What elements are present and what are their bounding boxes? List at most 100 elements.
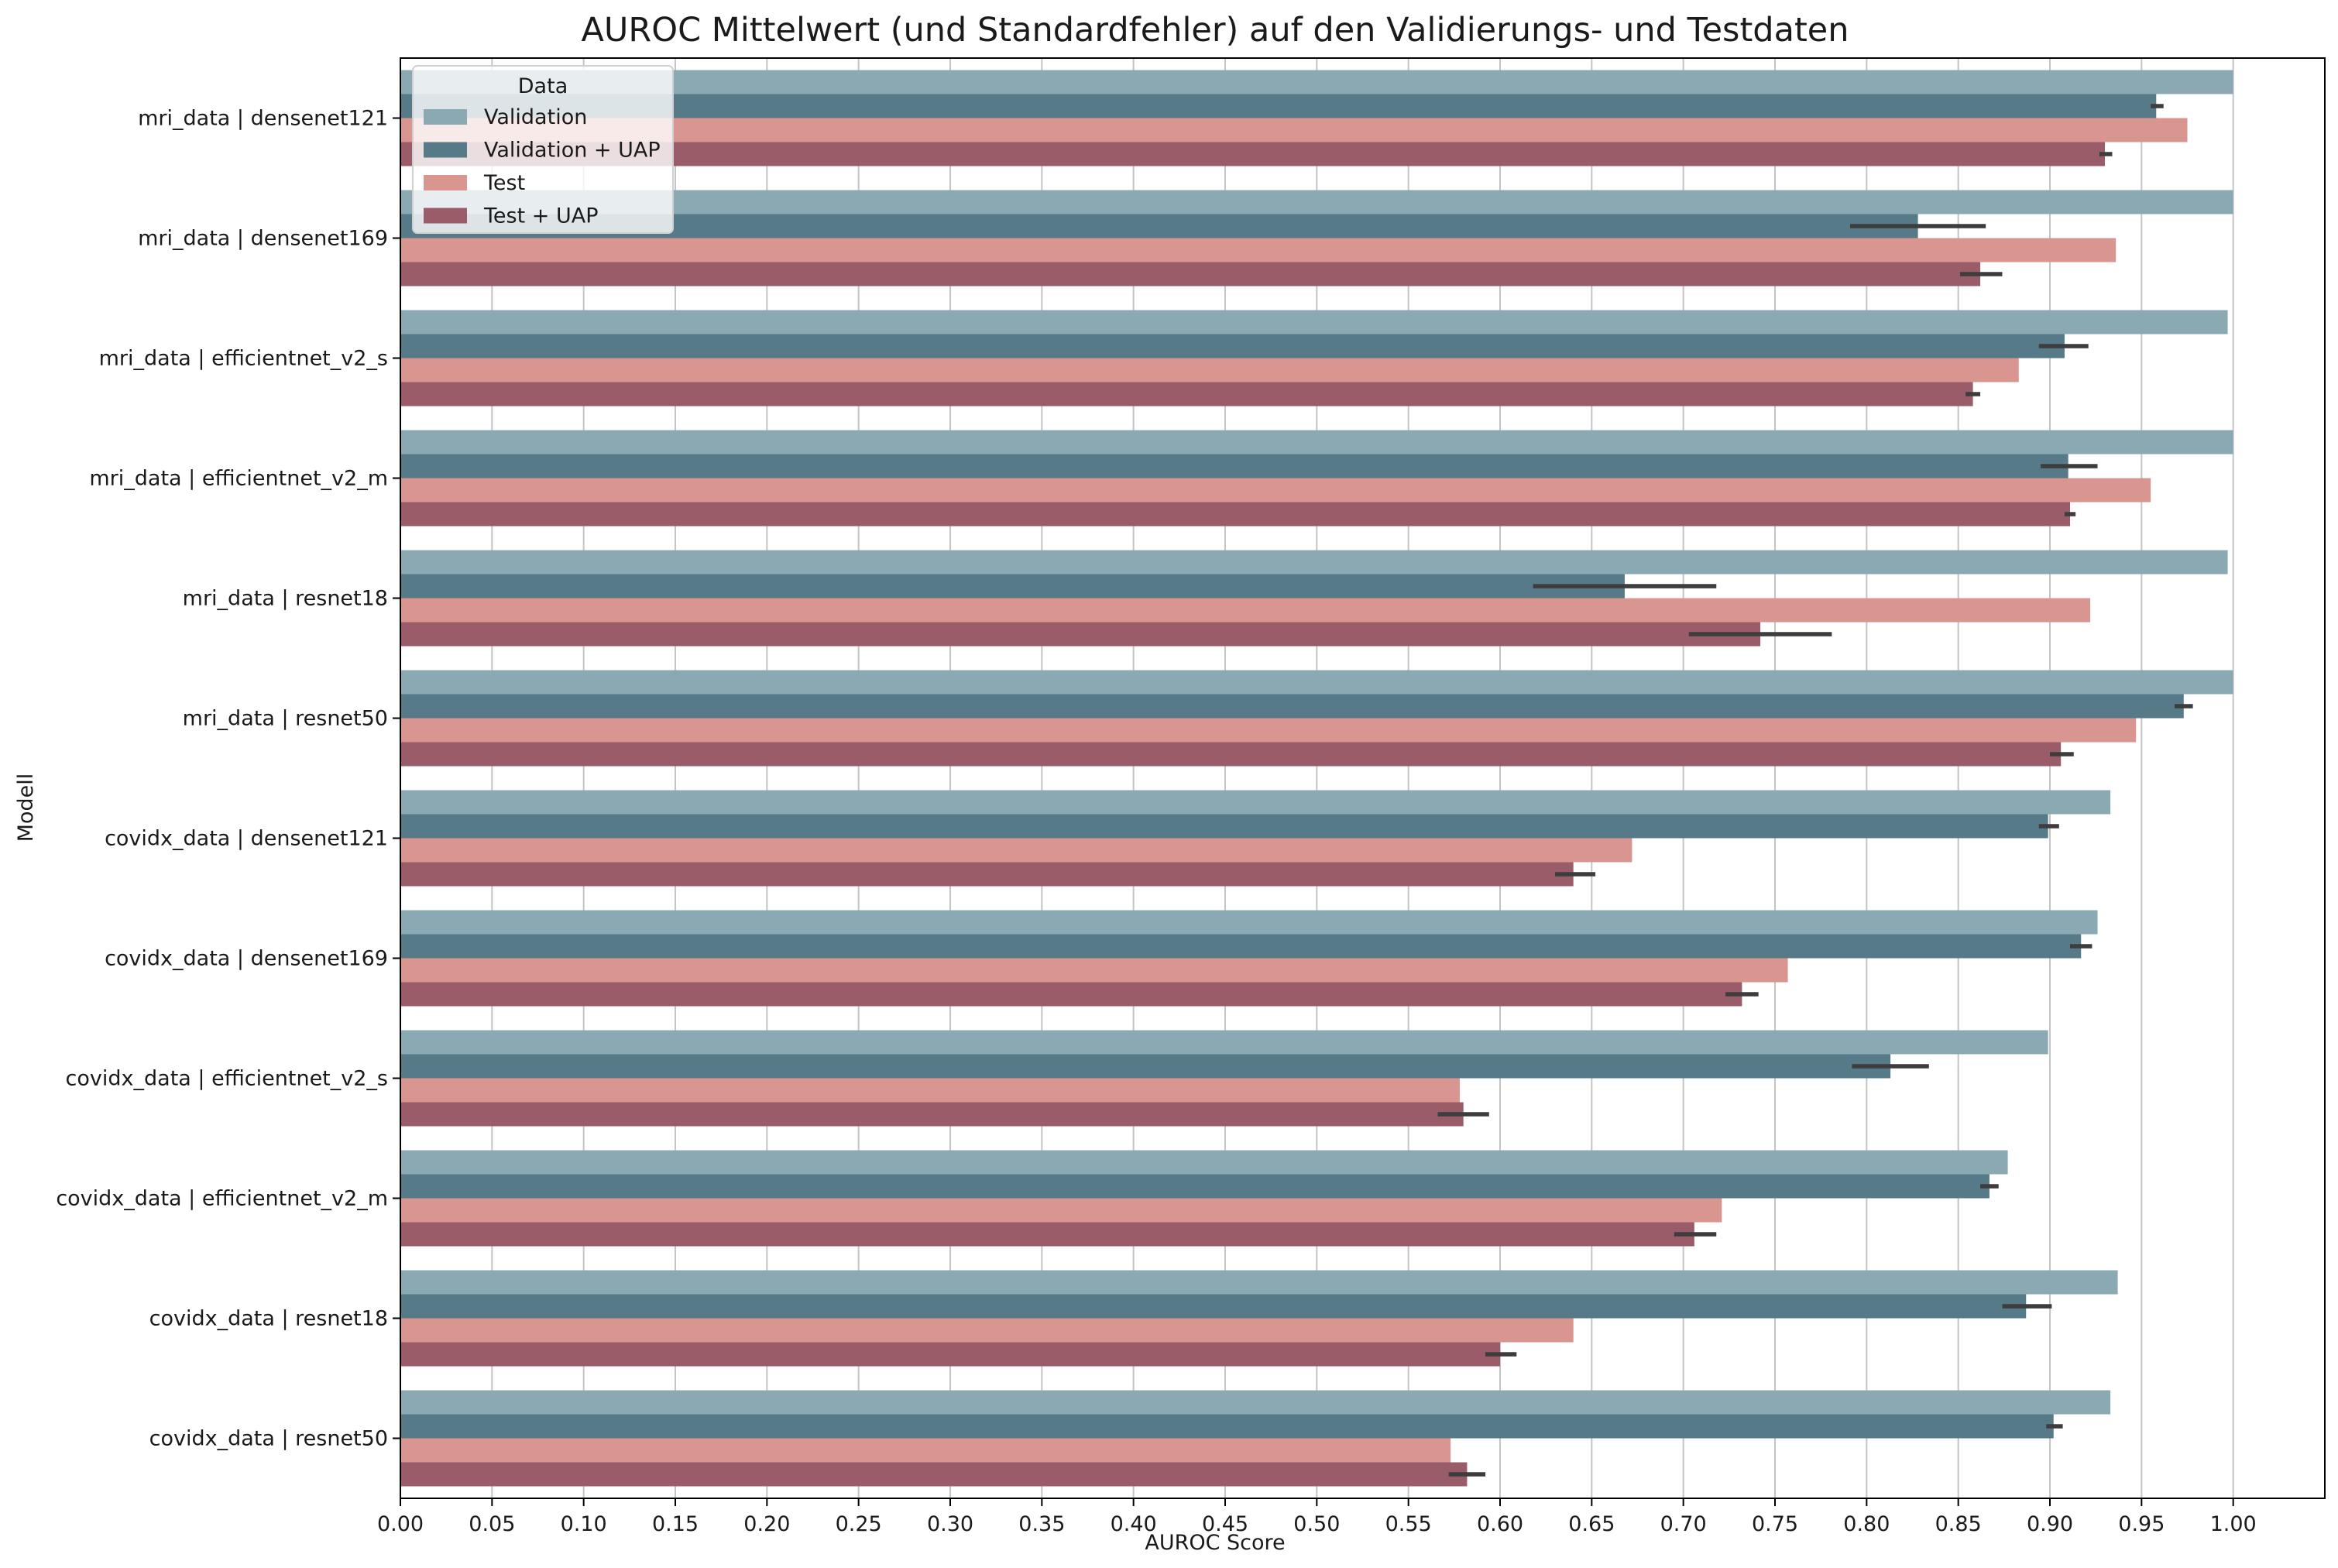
bar-4-1	[400, 574, 1625, 599]
x-tick-label-6: 0.30	[927, 1512, 973, 1536]
legend-label-2: Test	[483, 171, 525, 195]
bar-11-2	[400, 1438, 1451, 1463]
bar-9-1	[400, 1174, 1990, 1199]
x-tick-label-13: 0.65	[1568, 1512, 1615, 1536]
x-tick-label-5: 0.25	[836, 1512, 882, 1536]
legend-swatch-0	[424, 109, 467, 125]
x-tick-label-14: 0.70	[1660, 1512, 1707, 1536]
bar-5-0	[400, 670, 2233, 695]
y-tick-label-9: covidx_data | efficientnet_v2_m	[56, 1187, 388, 1211]
y-tick-label-11: covidx_data | resnet50	[149, 1427, 388, 1451]
bar-10-2	[400, 1318, 1574, 1343]
bar-4-2	[400, 598, 2091, 623]
bar-7-2	[400, 958, 1788, 983]
bar-11-1	[400, 1414, 2054, 1439]
x-tick-label-16: 0.80	[1843, 1512, 1890, 1536]
y-tick-label-0: mri_data | densenet121	[138, 107, 388, 131]
bar-2-0	[400, 310, 2228, 335]
x-tick-label-19: 0.95	[2118, 1512, 2165, 1536]
bar-10-3	[400, 1342, 1500, 1367]
bar-10-1	[400, 1294, 2027, 1319]
bar-2-2	[400, 358, 2019, 383]
bar-6-0	[400, 790, 2111, 815]
x-tick-label-3: 0.15	[652, 1512, 699, 1536]
y-tick-label-4: mri_data | resnet18	[183, 587, 388, 611]
y-tick-label-2: mri_data | efficientnet_v2_s	[99, 347, 388, 371]
y-tick-label-6: covidx_data | densenet121	[105, 827, 388, 851]
chart-title: AUROC Mittelwert (und Standardfehler) au…	[581, 11, 1849, 50]
bar-8-2	[400, 1078, 1460, 1103]
bar-8-1	[400, 1054, 1891, 1079]
legend-swatch-3	[424, 208, 467, 224]
error-bars	[1437, 104, 2193, 1477]
y-tick-label-1: mri_data | densenet169	[138, 227, 388, 251]
bar-6-1	[400, 814, 2048, 839]
bar-4-3	[400, 622, 1761, 647]
bar-6-3	[400, 862, 1574, 887]
y-tick-label-8: covidx_data | efficientnet_v2_s	[66, 1067, 388, 1091]
x-axis-label: AUROC Score	[1145, 1531, 1285, 1555]
bar-7-0	[400, 910, 2098, 935]
legend-box	[412, 65, 674, 234]
bar-1-0	[400, 190, 2233, 214]
x-tick-label-9: 0.45	[1202, 1512, 1248, 1536]
x-tick-label-0: 0.00	[377, 1512, 424, 1536]
x-tick-label-20: 1.00	[2210, 1512, 2257, 1536]
bar-3-0	[400, 430, 2233, 455]
grid-lines	[400, 58, 2234, 1498]
legend-label-1: Validation + UAP	[484, 139, 661, 163]
x-tick-label-17: 0.85	[1935, 1512, 1982, 1536]
x-tick-label-18: 0.90	[2027, 1512, 2073, 1536]
bar-0-2	[400, 118, 2188, 142]
bar-5-2	[400, 718, 2137, 743]
bar-9-0	[400, 1150, 2008, 1175]
plot-frame	[400, 57, 2326, 1499]
bar-10-0	[400, 1270, 2118, 1295]
bar-2-3	[400, 382, 1973, 407]
bar-0-1	[400, 94, 2157, 118]
bar-5-3	[400, 742, 2062, 767]
bar-0-0	[400, 70, 2233, 94]
legend-label-3: Test + UAP	[483, 204, 598, 228]
bar-11-0	[400, 1390, 2111, 1415]
bar-1-3	[400, 262, 1981, 286]
bar-5-1	[400, 694, 2184, 719]
bar-3-3	[400, 502, 2071, 527]
bar-11-3	[400, 1462, 1468, 1487]
y-tick-label-5: mri_data | resnet50	[183, 707, 388, 731]
axes: mri_data | densenet121 mri_data | densene…	[56, 57, 2326, 1536]
y-tick-label-10: covidx_data | resnet18	[149, 1307, 388, 1331]
y-tick-label-7: covidx_data | densenet169	[105, 947, 388, 971]
bar-3-1	[400, 454, 2068, 479]
x-tick-label-8: 0.40	[1111, 1512, 1157, 1536]
bar-1-2	[400, 238, 2117, 262]
bar-8-0	[400, 1030, 2048, 1055]
x-tick-label-7: 0.35	[1018, 1512, 1065, 1536]
x-tick-label-2: 0.10	[561, 1512, 607, 1536]
bar-7-1	[400, 934, 2082, 959]
bar-9-3	[400, 1222, 1694, 1247]
x-tick-label-4: 0.20	[743, 1512, 790, 1536]
bar-3-2	[400, 478, 2151, 503]
legend-swatch-2	[424, 175, 467, 190]
x-tick-label-11: 0.55	[1385, 1512, 1432, 1536]
legend: Data Validation Validation + UAP Test Test +…	[412, 65, 674, 234]
bar-4-0	[400, 550, 2228, 575]
bar-marks	[400, 70, 2233, 1487]
legend-label-0: Validation	[484, 105, 587, 129]
bar-7-3	[400, 982, 1742, 1007]
bar-0-3	[400, 142, 2105, 166]
y-axis-label: Modell	[14, 774, 38, 842]
y-tick-label-3: mri_data | efficientnet_v2_m	[89, 467, 388, 491]
bar-2-1	[400, 334, 2065, 359]
legend-swatch-1	[424, 142, 467, 158]
x-tick-label-10: 0.50	[1293, 1512, 1340, 1536]
bar-8-3	[400, 1102, 1464, 1127]
x-tick-label-15: 0.75	[1752, 1512, 1798, 1536]
bar-6-2	[400, 838, 1632, 863]
x-tick-label-1: 0.05	[469, 1512, 515, 1536]
bar-9-2	[400, 1198, 1722, 1223]
legend-title: Data	[518, 74, 568, 98]
